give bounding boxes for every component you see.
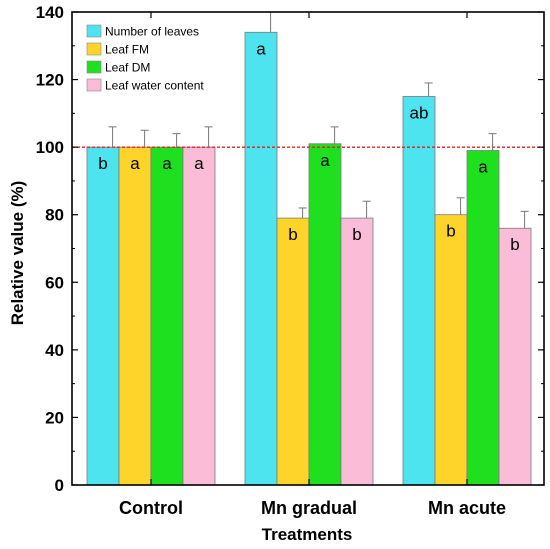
y-tick-label: 60 <box>45 273 64 292</box>
legend-entry: Leaf water content <box>86 78 204 93</box>
y-axis-title: Relative value (%) <box>8 181 27 326</box>
bar <box>244 31 278 486</box>
legend-swatch <box>86 60 102 74</box>
legend-swatch <box>86 24 102 38</box>
bar <box>276 217 310 486</box>
legend-label: Leaf water content <box>105 79 204 93</box>
x-axis-title: Treatments <box>262 525 353 544</box>
legend-label: Leaf DM <box>105 61 150 75</box>
error-bar <box>456 197 465 215</box>
error-bar <box>140 129 149 148</box>
y-tick-label: 40 <box>45 341 64 360</box>
bar <box>340 217 374 486</box>
y-tick-label: 100 <box>36 138 64 157</box>
bar <box>150 146 184 486</box>
significance-label: a <box>478 158 488 177</box>
error-bar <box>424 82 433 97</box>
x-tick-label: Control <box>119 498 183 518</box>
bars-layer <box>86 31 532 486</box>
significance-label: a <box>256 39 266 58</box>
bar <box>434 214 468 486</box>
significance-label: a <box>130 154 140 173</box>
legend-swatch <box>86 42 102 56</box>
significance-label: a <box>320 151 330 170</box>
y-axis: 0 20 40 60 80 100 120 140 <box>36 3 544 495</box>
y-tick-label: 20 <box>45 408 64 427</box>
significance-label: a <box>162 154 172 173</box>
legend-entry: Number of leaves <box>86 24 199 39</box>
legend-entry: Leaf DM <box>86 60 150 75</box>
legend: Number of leaves Leaf FM Leaf DM Leaf water… <box>86 24 204 93</box>
error-bar <box>108 126 117 148</box>
legend-entry: Leaf FM <box>86 42 149 57</box>
error-bars-layer <box>108 11 529 229</box>
bar <box>86 146 120 486</box>
significance-label: b <box>446 222 455 241</box>
significance-label: b <box>288 225 297 244</box>
legend-swatch <box>86 78 102 92</box>
error-bar <box>362 200 371 219</box>
error-bar <box>520 210 529 229</box>
error-bar <box>172 133 181 148</box>
bar <box>118 146 152 486</box>
legend-label: Number of leaves <box>105 25 199 39</box>
significance-label: b <box>98 154 107 173</box>
bar <box>402 96 436 486</box>
significance-label: ab <box>410 103 429 122</box>
y-tick-label: 140 <box>36 3 64 22</box>
significance-label: a <box>194 154 204 173</box>
error-bar <box>204 126 213 148</box>
x-tick-label: Mn gradual <box>261 498 357 518</box>
bar <box>308 143 342 486</box>
significance-label: b <box>352 225 361 244</box>
y-tick-label: 0 <box>55 476 64 495</box>
bar <box>466 150 500 486</box>
y-tick-label: 120 <box>36 71 64 90</box>
bar <box>182 146 216 486</box>
error-bar <box>298 207 307 219</box>
legend-label: Leaf FM <box>105 43 149 57</box>
error-bar <box>330 126 339 144</box>
significance-label: b <box>510 235 519 254</box>
x-axis: Control Mn gradual Mn acute <box>119 12 506 518</box>
error-bar <box>488 133 497 151</box>
x-tick-label: Mn acute <box>428 498 506 518</box>
bar <box>498 227 532 486</box>
y-tick-label: 80 <box>45 206 64 225</box>
